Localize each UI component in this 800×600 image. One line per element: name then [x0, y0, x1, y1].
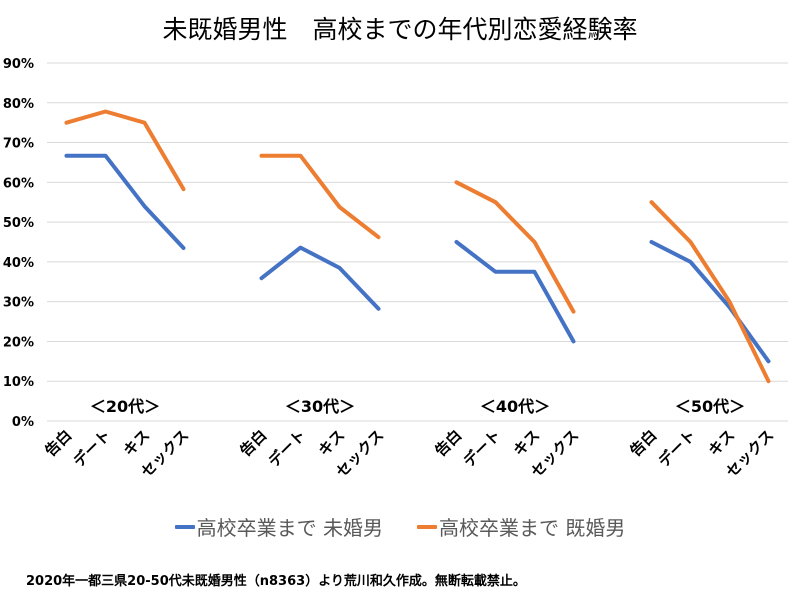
series-line-unmarried-group-3: [454, 240, 576, 344]
series-line-married-group-3: [454, 180, 576, 314]
x-tick-label: 告白: [236, 426, 270, 460]
series-line-unmarried-group-2: [259, 245, 381, 311]
y-tick-label: 90%: [3, 57, 34, 72]
y-tick-label: 50%: [3, 216, 34, 231]
group-label: ＜20代＞: [90, 397, 160, 416]
x-tick-label: 告白: [431, 426, 465, 460]
y-tick-label: 60%: [3, 176, 34, 191]
x-tick-label: キス: [705, 426, 739, 460]
y-tick-label: 0%: [12, 415, 34, 430]
series-line-married-group-1: [64, 109, 186, 192]
y-axis-ticks: 0% 10% 20% 30% 40% 50% 60% 70% 80% 90%: [3, 57, 34, 430]
x-tick-label: キス: [315, 426, 349, 460]
x-tick-label: キス: [510, 426, 544, 460]
x-tick-label: デート: [460, 426, 505, 471]
chart-title: 未既婚男性 高校までの年代別恋愛経験率: [162, 15, 638, 44]
legend: 高校卒業まで 未婚男 高校卒業まで 既婚男: [0, 512, 800, 541]
x-tick-label: デート: [265, 426, 310, 471]
legend-item-unmarried[interactable]: 高校卒業まで 未婚男: [174, 512, 383, 541]
legend-label-unmarried: 高校卒業まで 未婚男: [196, 516, 383, 540]
series-line-married-group-4: [649, 200, 771, 384]
group-labels: ＜20代＞ ＜30代＞ ＜40代＞ ＜50代＞: [90, 397, 745, 416]
series-line-married-group-2: [259, 153, 381, 240]
y-tick-label: 30%: [3, 296, 34, 311]
x-tick-label: デート: [655, 426, 700, 471]
y-tick-label: 10%: [3, 375, 34, 390]
series-line-unmarried-group-4: [649, 240, 771, 364]
legend-swatch-married: [417, 524, 437, 529]
x-tick-label: 告白: [41, 426, 75, 460]
legend-swatch-unmarried: [174, 524, 195, 529]
source-footnote: 2020年一都三県20-50代未既婚男性（n8363）より荒川和久作成。無断転載…: [26, 574, 526, 589]
legend-item-married[interactable]: 高校卒業まで 既婚男: [417, 512, 625, 541]
y-tick-label: 40%: [3, 256, 34, 271]
x-tick-label: キス: [120, 426, 154, 460]
y-tick-label: 20%: [3, 335, 34, 350]
y-tick-label: 70%: [3, 137, 34, 152]
x-tick-label: 告白: [626, 426, 660, 460]
series-line-unmarried-group-1: [64, 153, 186, 250]
gridlines: [47, 62, 788, 422]
y-tick-label: 80%: [3, 97, 34, 112]
group-label: ＜30代＞: [285, 397, 355, 416]
group-label: ＜50代＞: [675, 397, 745, 416]
series-lines: [64, 109, 771, 384]
x-tick-label: デート: [70, 426, 115, 471]
group-label: ＜40代＞: [480, 397, 550, 416]
legend-label-married: 高校卒業まで 既婚男: [439, 516, 626, 540]
